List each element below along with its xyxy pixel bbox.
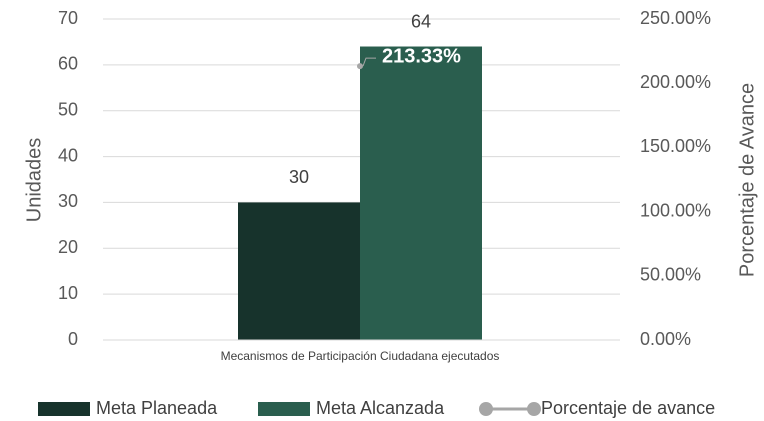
y2-tick-label: 200.00%: [640, 72, 711, 92]
y-tick-label: 70: [58, 8, 78, 28]
legend-label: Meta Planeada: [96, 398, 218, 418]
legend-marker: [527, 402, 541, 416]
y-tick-label: 20: [58, 237, 78, 257]
y-tick-label: 30: [58, 191, 78, 211]
data-label: 30: [289, 167, 309, 187]
legend-marker: [479, 402, 493, 416]
y2-tick-label: 100.00%: [640, 200, 711, 220]
legend-label: Meta Alcanzada: [316, 398, 445, 418]
y2-tick-label: 0.00%: [640, 329, 691, 349]
y-tick-label: 0: [68, 329, 78, 349]
y2-tick-label: 250.00%: [640, 8, 711, 28]
y-tick-label: 10: [58, 283, 78, 303]
y-tick-label: 50: [58, 99, 78, 119]
y2-tick-label: 150.00%: [640, 136, 711, 156]
bar: [360, 46, 482, 341]
bar: [238, 202, 360, 340]
label-leader: [362, 57, 376, 67]
y-tick-label: 60: [58, 54, 78, 74]
x-tick-label: Mecanismos de Participación Ciudadana ej…: [221, 349, 500, 363]
line-point: [357, 63, 363, 70]
legend-swatch: [258, 402, 310, 416]
y2-axis-title: Porcentaje de Avance: [736, 83, 758, 277]
y2-tick-label: 50.00%: [640, 265, 701, 285]
data-label: 213.33%: [382, 45, 461, 67]
y-tick-label: 40: [58, 145, 78, 165]
legend-swatch: [38, 402, 90, 416]
data-label: 64: [411, 11, 431, 31]
y-axis-title: Unidades: [23, 138, 45, 223]
legend-label: Porcentaje de avance: [541, 398, 715, 418]
